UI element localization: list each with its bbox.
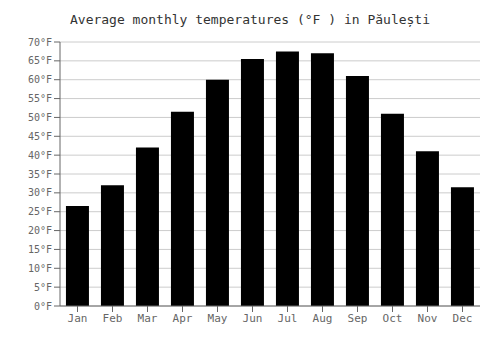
svg-text:65°F: 65°F (28, 55, 52, 66)
svg-text:20°F: 20°F (28, 225, 52, 236)
svg-text:55°F: 55°F (28, 93, 52, 104)
svg-text:Jan: Jan (68, 312, 88, 325)
svg-text:10°F: 10°F (28, 263, 52, 274)
svg-text:Nov: Nov (418, 312, 438, 325)
svg-text:5°F: 5°F (34, 282, 52, 293)
svg-text:May: May (208, 312, 228, 325)
svg-text:45°F: 45°F (28, 131, 52, 142)
svg-text:Aug: Aug (313, 312, 333, 325)
svg-text:30°F: 30°F (28, 187, 52, 198)
svg-text:60°F: 60°F (28, 74, 52, 85)
html-text:Average monthly temperatures (: Average monthly temperatures (°F ) in Pă… (70, 12, 430, 27)
svg-text:Jul: Jul (278, 312, 298, 325)
svg-text:15°F: 15°F (28, 244, 52, 255)
svg-text:Oct: Oct (383, 312, 403, 325)
svg-text:25°F: 25°F (28, 206, 52, 217)
svg-text:70°F: 70°F (28, 37, 52, 48)
svg-text:Dec: Dec (453, 312, 473, 325)
svg-text:Sep: Sep (348, 312, 368, 325)
svg-text:0°F: 0°F (34, 301, 52, 312)
svg-text:Feb: Feb (103, 312, 123, 325)
svg-text:Jun: Jun (243, 312, 263, 325)
svg-text:Mar: Mar (138, 312, 158, 325)
svg-text:50°F: 50°F (28, 112, 52, 123)
svg-text:40°F: 40°F (28, 150, 52, 161)
svg-text:35°F: 35°F (28, 169, 52, 180)
svg-text:Apr: Apr (173, 312, 193, 325)
